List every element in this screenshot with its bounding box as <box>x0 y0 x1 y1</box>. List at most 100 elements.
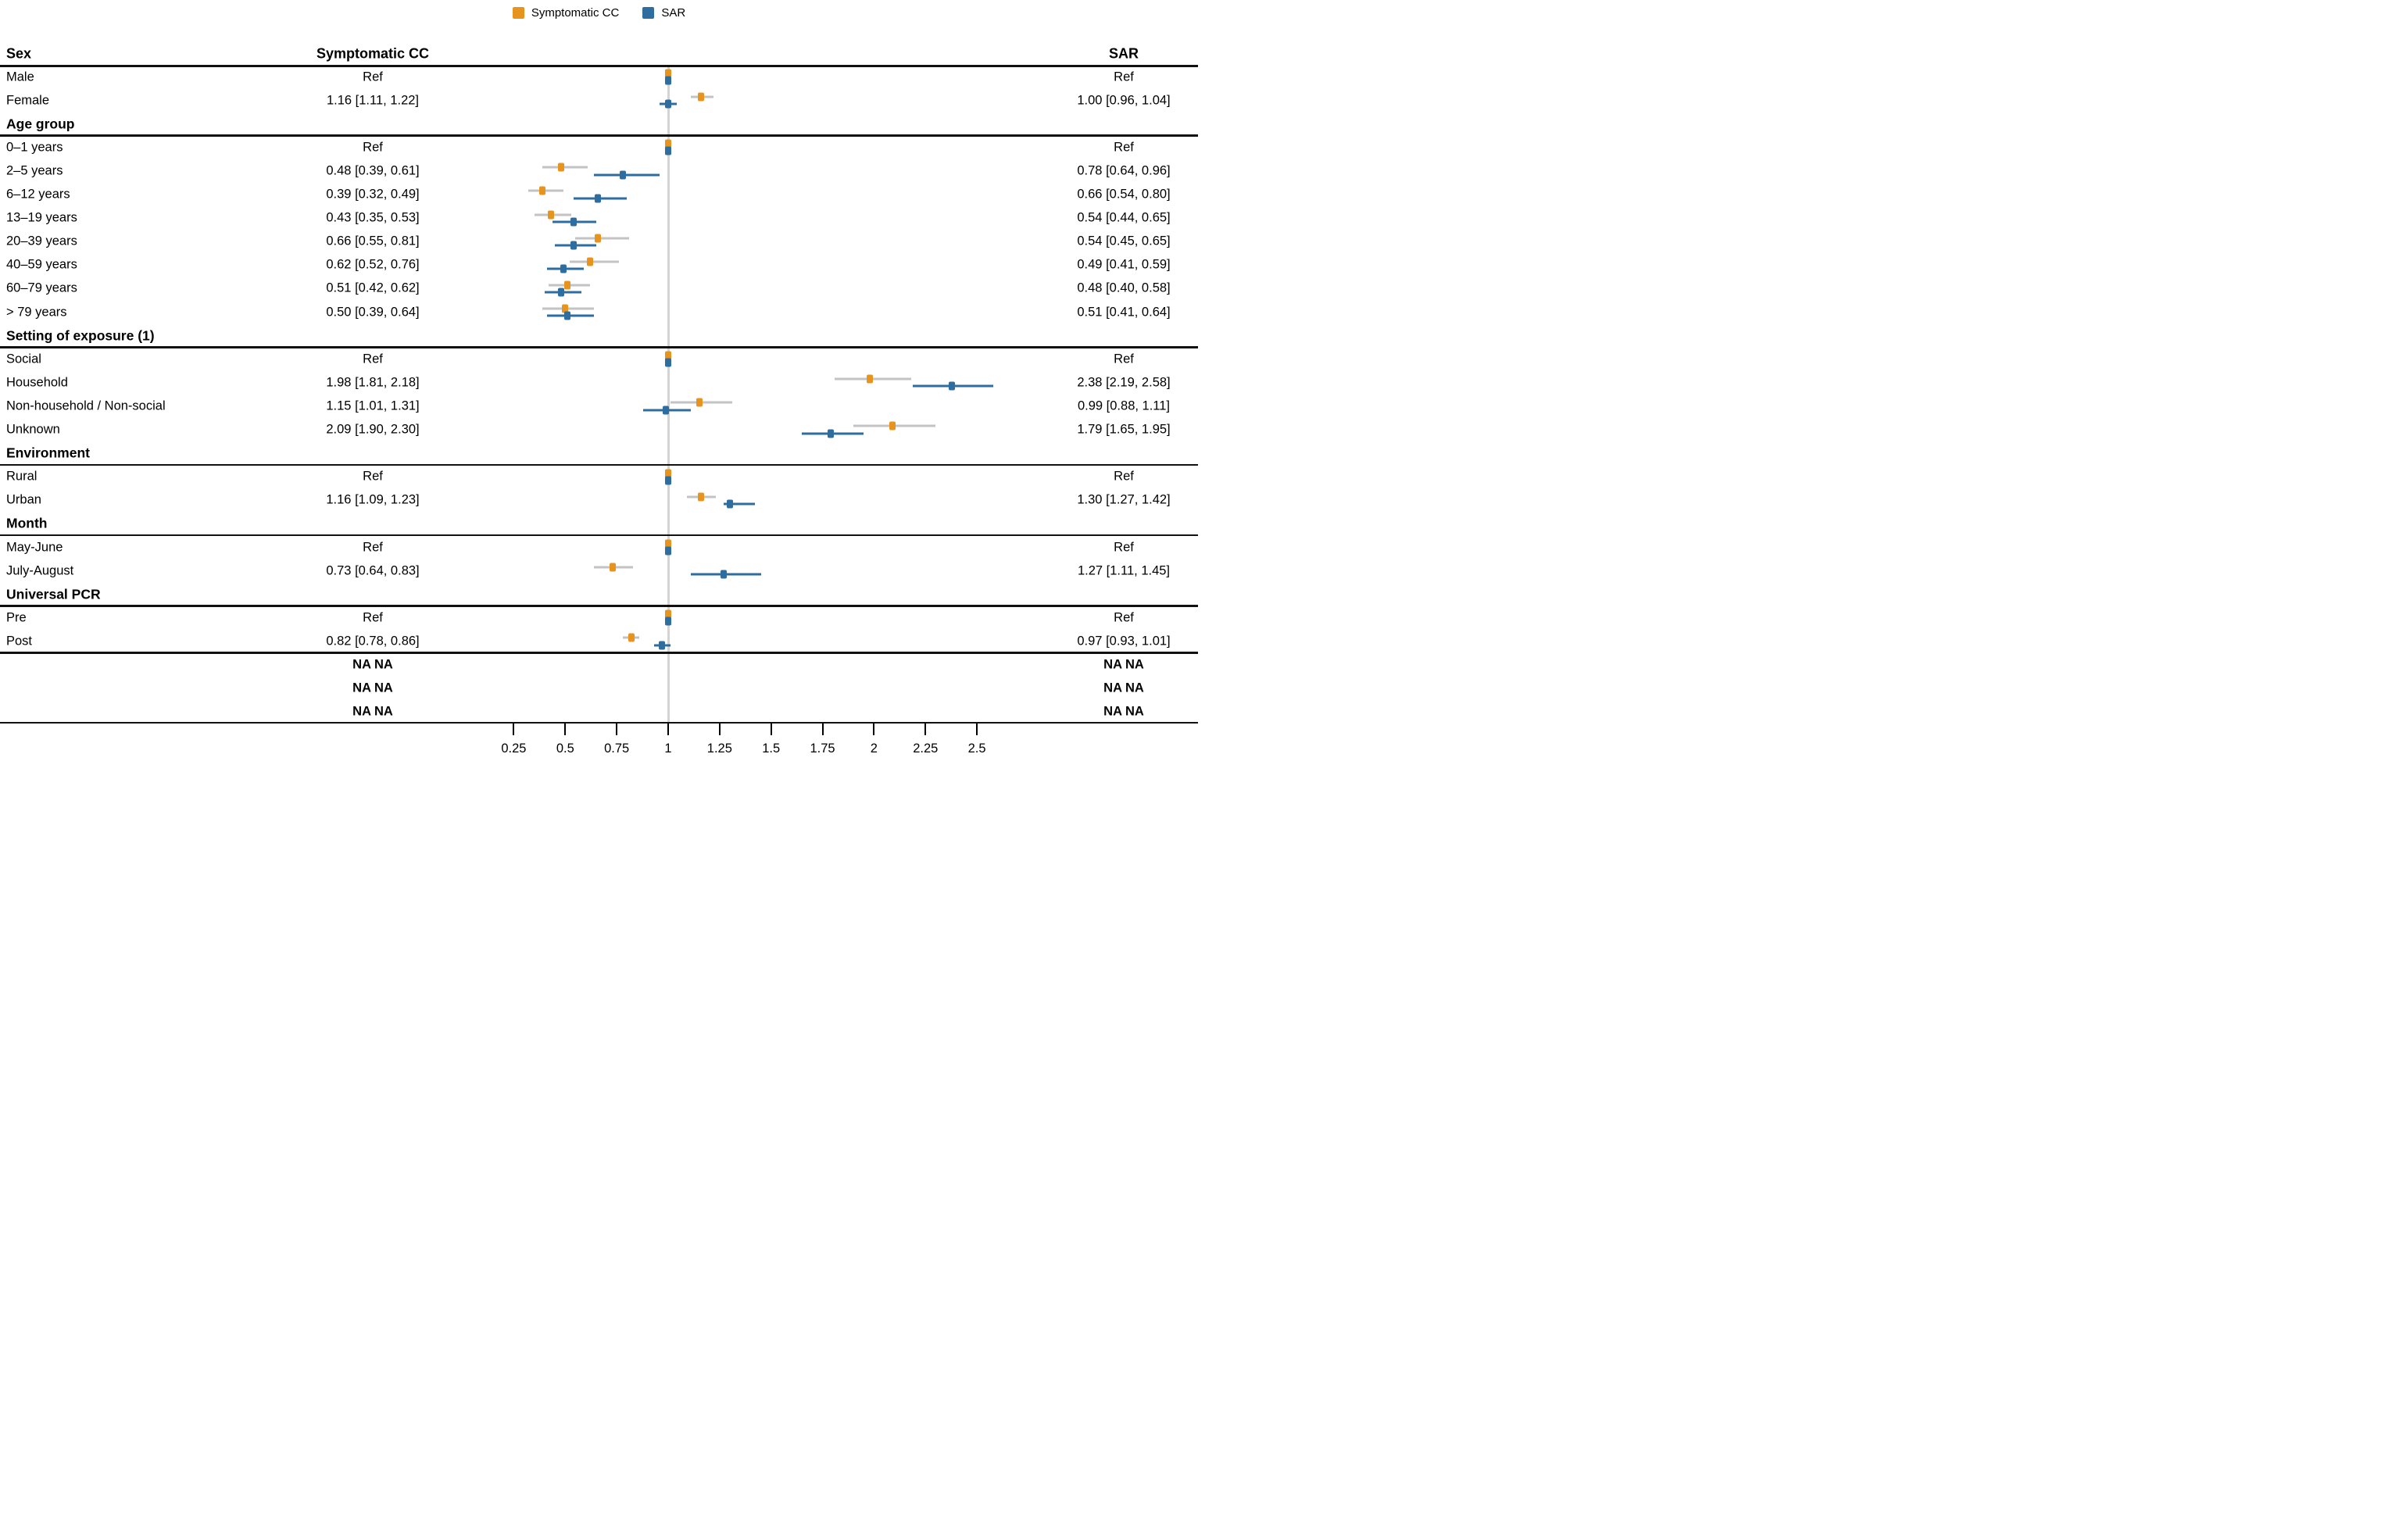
sar-marker <box>828 429 835 438</box>
cc-marker <box>698 92 705 102</box>
section-rule <box>0 134 1198 137</box>
cc-estimate-text: 0.39 [0.32, 0.49] <box>326 187 420 202</box>
axis-tick <box>667 723 669 735</box>
section-label: Month <box>6 515 48 531</box>
sar-estimate-text: 0.54 [0.44, 0.65] <box>1077 210 1171 225</box>
row-label: Post <box>6 634 33 649</box>
sar-estimate-text: NA NA <box>1103 704 1144 719</box>
sar-marker <box>665 358 671 367</box>
cc-estimate-text: NA NA <box>352 704 393 719</box>
cc-ci-line <box>569 260 619 263</box>
sar-marker <box>665 146 671 155</box>
row-label: Female <box>6 93 50 108</box>
axis-tick-label: 2.25 <box>913 741 939 756</box>
axis-tick-label: 2.5 <box>967 741 986 756</box>
axis-tick <box>770 723 772 735</box>
cc-estimate-text: Ref <box>363 352 383 366</box>
cc-estimate-text: NA NA <box>352 681 393 695</box>
column-header-sex: Sex <box>6 45 32 61</box>
axis-tick-label: 0.5 <box>556 741 574 756</box>
sar-marker <box>727 499 734 509</box>
cc-estimate-text: NA NA <box>352 657 393 672</box>
sar-estimate-text: Ref <box>1114 540 1134 554</box>
sar-marker <box>665 476 671 485</box>
cc-marker <box>609 563 616 572</box>
section-rule <box>0 463 1198 466</box>
cc-marker <box>595 234 602 243</box>
axis-line <box>0 721 1198 724</box>
cc-ci-line <box>542 166 588 169</box>
section-label: Universal PCR <box>6 586 101 602</box>
row-label: May-June <box>6 540 63 554</box>
sar-estimate-text: NA NA <box>1103 681 1144 695</box>
axis-tick-label: 1.25 <box>706 741 732 756</box>
cc-estimate-text: Ref <box>363 140 383 155</box>
legend-label: SAR <box>661 6 686 20</box>
row-label: Urban <box>6 492 41 507</box>
sar-estimate-text: Ref <box>1114 352 1134 366</box>
sar-estimate-text: 0.99 [0.88, 1.11] <box>1077 398 1171 413</box>
cc-estimate-text: 0.43 [0.35, 0.53] <box>326 210 420 225</box>
column-header-sar: SAR <box>1108 45 1139 61</box>
section-label: Age group <box>6 116 75 132</box>
legend-item: Symptomatic CC <box>512 6 619 20</box>
sar-estimate-text: Ref <box>1114 610 1134 625</box>
sar-estimate-text: 0.97 [0.93, 1.01] <box>1077 634 1171 649</box>
row-label: Social <box>6 352 41 366</box>
cc-estimate-text: 1.16 [1.09, 1.23] <box>326 492 420 507</box>
cc-estimate-text: Ref <box>363 610 383 625</box>
sar-estimate-text: 1.30 [1.27, 1.42] <box>1077 492 1171 507</box>
legend-swatch-icon <box>512 7 524 19</box>
cc-estimate-text: 0.62 [0.52, 0.76] <box>326 257 420 272</box>
row-label: Rural <box>6 469 38 484</box>
sar-marker <box>570 241 577 250</box>
cc-marker <box>665 139 671 148</box>
row-label: July-August <box>6 563 74 578</box>
cc-estimate-text: 1.16 [1.11, 1.22] <box>326 93 420 108</box>
sar-estimate-text: 0.49 [0.41, 0.59] <box>1077 257 1171 272</box>
row-label: 40–59 years <box>6 257 77 272</box>
forest-plot-canvas: Symptomatic CC SAR Sex Symptomatic CC SAR… <box>0 0 1198 770</box>
section-label: Environment <box>6 445 90 461</box>
cc-estimate-text: 1.98 [1.81, 2.18] <box>326 375 420 390</box>
axis-tick-label: 0.25 <box>501 741 527 756</box>
sar-estimate-text: 1.00 [0.96, 1.04] <box>1077 93 1171 108</box>
axis-tick <box>821 723 824 735</box>
cc-estimate-text: Ref <box>363 469 383 484</box>
cc-marker <box>665 539 671 548</box>
cc-estimate-text: Ref <box>363 540 383 554</box>
cc-marker <box>547 210 554 219</box>
sar-estimate-text: 0.78 [0.64, 0.96] <box>1077 163 1171 178</box>
axis-tick <box>564 723 567 735</box>
reference-line <box>667 65 670 722</box>
sar-estimate-text: 0.54 [0.45, 0.65] <box>1077 234 1171 248</box>
cc-marker <box>665 609 671 619</box>
sar-estimate-text: 1.27 [1.11, 1.45] <box>1077 563 1171 578</box>
cc-estimate-text: 0.50 [0.39, 0.64] <box>326 305 420 319</box>
cc-estimate-text: 0.51 [0.42, 0.62] <box>326 280 420 295</box>
cc-estimate-text: Ref <box>363 70 383 84</box>
axis-tick <box>976 723 978 735</box>
cc-marker <box>665 351 671 360</box>
row-label: 6–12 years <box>6 187 70 202</box>
row-label: Non-household / Non-social <box>6 398 166 413</box>
section-rule <box>0 346 1198 348</box>
axis-tick-label: 2 <box>870 741 878 756</box>
cc-estimate-text: 0.48 [0.39, 0.61] <box>326 163 420 178</box>
cc-marker <box>889 421 896 431</box>
cc-estimate-text: 0.82 [0.78, 0.86] <box>326 634 420 649</box>
sar-marker <box>663 406 670 414</box>
cc-marker <box>665 469 671 478</box>
sar-estimate-text: NA NA <box>1103 657 1144 672</box>
cc-marker <box>539 186 546 195</box>
cc-marker <box>698 492 705 502</box>
cc-marker <box>628 633 635 642</box>
sar-estimate-text: 0.51 [0.41, 0.64] <box>1077 305 1171 319</box>
cc-marker <box>563 280 570 290</box>
cc-marker <box>867 374 874 384</box>
row-label: 0–1 years <box>6 140 63 155</box>
axis-tick <box>924 723 927 735</box>
axis-tick <box>873 723 875 735</box>
sar-marker <box>665 616 671 626</box>
section-rule <box>0 534 1198 537</box>
